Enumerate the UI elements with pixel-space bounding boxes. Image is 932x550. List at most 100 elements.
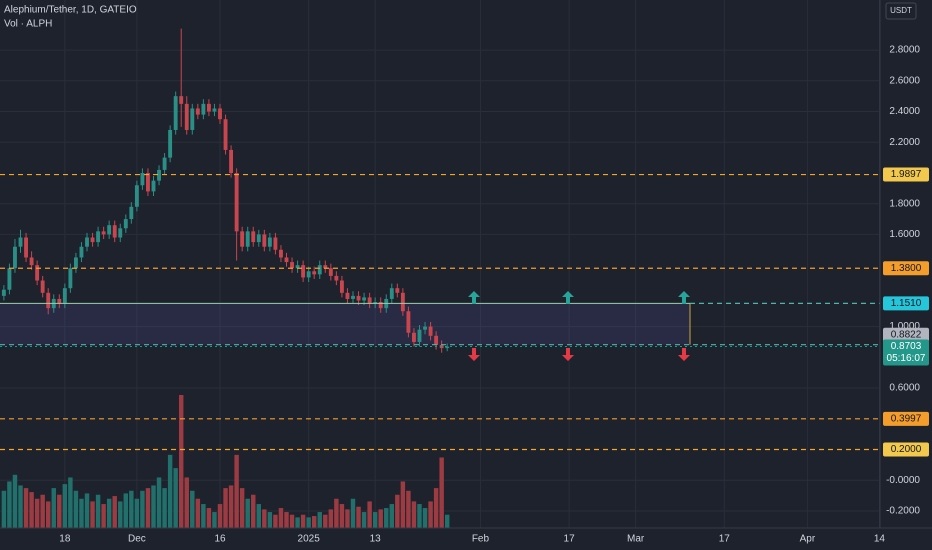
volume-bar <box>7 481 12 528</box>
candle-body <box>395 288 400 293</box>
candle-body <box>229 149 234 173</box>
candle-body <box>295 265 300 269</box>
volume-bar <box>51 488 56 528</box>
volume-bar <box>334 498 339 528</box>
volume-bar <box>378 509 383 528</box>
volume-bar <box>350 498 356 528</box>
volume-bar <box>267 512 273 528</box>
volume-legend: Vol · ALPH <box>4 19 52 30</box>
volume-bar <box>190 490 195 528</box>
candle-body <box>400 292 405 312</box>
price-label: 1.9897 <box>891 169 922 180</box>
volume-bar <box>234 454 239 528</box>
y-tick-label: -0.0000 <box>886 475 920 486</box>
volume-bar <box>422 508 428 528</box>
volume-bar <box>84 493 90 528</box>
volume-bar <box>34 498 40 528</box>
price-labels: 1.9897 1.3800 1.1510 0.8822 0.3997 0.2000 0.87… <box>883 167 929 457</box>
candle-body <box>112 225 117 238</box>
x-tick-label: 16 <box>214 534 226 545</box>
price-label-bg <box>883 167 929 182</box>
volume-bar <box>417 504 422 528</box>
candle-body <box>306 271 311 278</box>
y-tick-label: 1.0000 <box>889 321 920 332</box>
candle-body <box>118 228 123 238</box>
volume-bar <box>395 494 400 528</box>
volume-bar <box>173 468 178 528</box>
volume-bar <box>400 481 406 528</box>
x-tick-label: Mar <box>627 534 645 545</box>
volume-bar <box>18 485 23 528</box>
candle-body <box>356 295 361 301</box>
x-tick-label: Apr <box>800 534 816 545</box>
down-arrow <box>562 348 574 361</box>
volume-bar <box>118 501 123 528</box>
volume-bar <box>384 508 389 528</box>
candle-body <box>345 292 350 299</box>
y-tick-label: 2.8000 <box>889 45 920 56</box>
level-lines <box>0 173 880 451</box>
candle-body <box>339 280 344 293</box>
volume-bar <box>101 504 106 528</box>
candle-body <box>90 237 95 243</box>
currency-box[interactable] <box>885 2 917 20</box>
candle-body <box>162 157 167 170</box>
price-label: 1.3800 <box>891 263 922 274</box>
volume-bar <box>345 509 350 528</box>
volume-bar <box>311 516 317 528</box>
candle-body <box>317 265 322 275</box>
volume-bar <box>239 488 245 528</box>
volume-bar <box>112 496 117 528</box>
volume-bar <box>278 508 284 528</box>
candle-body <box>46 292 51 309</box>
candle-body <box>218 108 222 120</box>
up-arrow <box>562 291 574 304</box>
candle-body <box>79 246 84 258</box>
candle-body <box>262 234 267 247</box>
candle-body <box>423 326 427 330</box>
volume-bar <box>68 477 73 528</box>
candle-body <box>24 237 28 258</box>
x-tick-label: 17 <box>719 534 731 545</box>
candle-body <box>212 108 217 112</box>
x-tick-label: Dec <box>128 534 146 545</box>
currency[interactable]: USDT <box>890 6 912 15</box>
range-box <box>0 303 690 345</box>
candle-body <box>85 237 89 247</box>
volume-bar <box>406 490 411 528</box>
price-label: 1.1510 <box>891 298 922 309</box>
volume-bar <box>1 490 7 528</box>
volume-bar <box>57 494 62 528</box>
volume-bar <box>201 504 206 528</box>
price-label: 0.3997 <box>891 413 922 424</box>
y-tick-label: 1.6000 <box>889 229 920 240</box>
last-price-label: 0.8703 <box>891 341 922 352</box>
volume-bar <box>306 517 311 528</box>
candle-body <box>251 231 256 243</box>
volume-bar <box>439 457 444 528</box>
y-tick-label: -0.2000 <box>886 506 920 517</box>
candle-body <box>62 288 67 304</box>
candle-body <box>129 206 134 220</box>
candle-body <box>190 108 195 130</box>
candle-body <box>168 129 173 158</box>
candle-body <box>284 257 289 263</box>
candle-body <box>412 332 416 342</box>
candle-body <box>18 237 23 247</box>
volume-bar <box>95 494 101 528</box>
volume-bar <box>178 395 184 528</box>
candle-body <box>223 119 228 150</box>
volume-bar <box>62 484 68 528</box>
candle-body <box>146 172 150 192</box>
y-tick-label: 1.8000 <box>889 198 920 209</box>
candle-body <box>68 268 73 289</box>
candle-body <box>57 298 62 304</box>
candle-body <box>179 96 184 104</box>
volume-bar <box>162 488 167 528</box>
x-tick-label: 14 <box>874 534 886 545</box>
candle-body <box>13 246 17 269</box>
volume-bar <box>206 508 212 528</box>
candle-body <box>279 249 283 258</box>
volume-bar <box>361 512 367 528</box>
down-arrow <box>468 348 480 361</box>
